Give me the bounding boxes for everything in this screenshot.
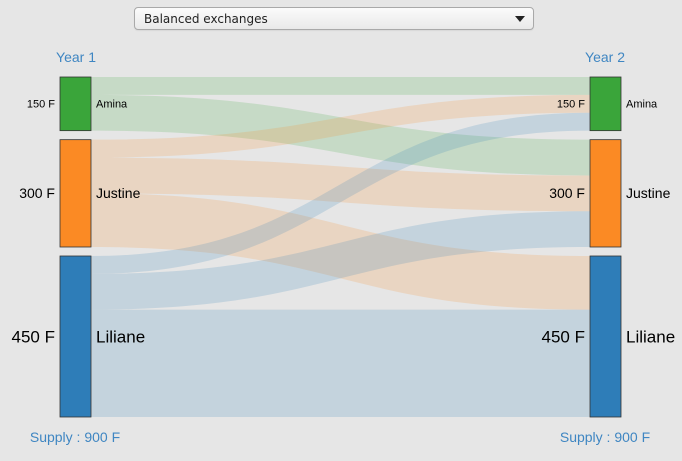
chevron-down-icon [515, 16, 525, 22]
right-node-amount-justine: 300 F [549, 185, 585, 201]
left-node-amount-amina: 150 F [27, 99, 55, 111]
left-node-name-amina: Amina [96, 99, 128, 111]
left-node-justine[interactable] [59, 139, 92, 248]
right-node-liliane[interactable] [589, 255, 622, 418]
flow-liliane-to-amina[interactable] [91, 112, 590, 274]
right-nodes: 150 F Amina 300 F Justine 450 F Liliane [542, 76, 675, 418]
right-node-amount-liliane: 450 F [542, 327, 585, 346]
scenario-dropdown[interactable]: Balanced exchanges [134, 7, 534, 30]
left-node-liliane[interactable] [59, 255, 92, 418]
flow-amina-to-justine[interactable] [91, 94, 590, 176]
left-node-name-justine: Justine [96, 185, 141, 201]
left-column-title: Year 1 [56, 49, 96, 65]
right-supply-label: Supply : 900 F [560, 429, 650, 445]
right-node-name-liliane: Liliane [626, 327, 675, 346]
right-node-amount-amina: 150 F [557, 99, 585, 111]
right-column-title: Year 2 [585, 49, 625, 65]
flow-justine-to-amina[interactable] [91, 94, 590, 158]
flow-justine-to-liliane[interactable] [91, 193, 590, 310]
right-node-amina[interactable] [589, 76, 622, 132]
flow-links [91, 77, 590, 417]
flow-amina-to-amina[interactable] [91, 77, 590, 95]
flow-liliane-to-justine[interactable] [91, 211, 590, 310]
left-nodes: 150 F Amina 300 F Justine 450 F Liliane [12, 76, 145, 418]
flow-justine-to-justine[interactable] [91, 157, 590, 212]
right-node-name-justine: Justine [626, 185, 671, 201]
left-supply-label: Supply : 900 F [30, 429, 120, 445]
left-node-amount-justine: 300 F [19, 185, 55, 201]
scenario-dropdown-value: Balanced exchanges [144, 12, 268, 26]
right-node-justine[interactable] [589, 139, 622, 248]
left-node-amount-liliane: 450 F [12, 327, 55, 346]
left-node-name-liliane: Liliane [96, 327, 145, 346]
flow-liliane-to-liliane[interactable] [91, 309, 590, 417]
left-node-amina[interactable] [59, 76, 92, 132]
right-node-name-amina: Amina [626, 99, 658, 111]
